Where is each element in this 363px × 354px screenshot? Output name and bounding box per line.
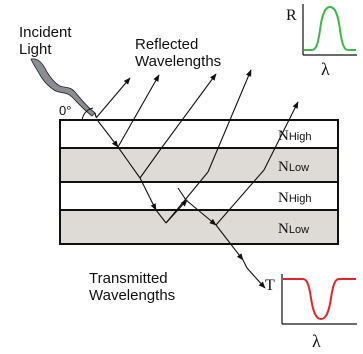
layer-index-subscript: Low [289, 162, 309, 174]
internal-ray [117, 146, 141, 179]
reflectance-curve [304, 5, 356, 51]
transmitted-label-line1: Transmitted [89, 270, 168, 287]
reflected-label-line2: Wavelengths [135, 53, 221, 70]
layer-index-label: NLow [278, 159, 309, 175]
layer-index-subscript: High [289, 193, 312, 205]
layer-index-symbol: N [278, 190, 289, 206]
transmittance-curve [283, 278, 356, 321]
layer-index-label: NHigh [278, 128, 311, 144]
incident-ray [94, 112, 97, 118]
layer-1-high [59, 119, 339, 149]
layer-4-low [59, 209, 339, 245]
reflected-ray [207, 69, 252, 173]
internal-ray [97, 120, 119, 148]
internal-ray [165, 171, 209, 224]
internal-ray [185, 199, 217, 226]
reflected-rays [95, 69, 299, 173]
incident-label-line1: Incident [19, 24, 72, 41]
incident-label-line2: Light [19, 41, 52, 58]
angle-arc [81, 107, 94, 121]
layer-index-subscript: Low [289, 224, 309, 236]
internal-ray [215, 169, 265, 226]
reflected-ray [95, 77, 131, 119]
internal-ray [177, 187, 187, 201]
transmitted-label-line2: Wavelengths [89, 287, 175, 304]
transmittance-inset: T λ [265, 274, 357, 351]
layer-3-high [59, 181, 339, 211]
angle-label: 0° [59, 103, 71, 118]
layer-index-label: NHigh [278, 190, 311, 206]
incident-light-wave-icon [30, 58, 96, 117]
reflected-ray [117, 74, 160, 148]
internal-ray [139, 177, 157, 211]
layer-index-symbol: N [278, 159, 289, 175]
layer-index-subscript: High [289, 131, 312, 143]
reflected-ray [159, 73, 217, 151]
reflected-label-line1: Reflected [135, 36, 198, 53]
reflected-ray [263, 101, 299, 171]
layer-index-symbol: N [278, 128, 289, 144]
layer-index-label: NLow [278, 221, 309, 237]
transmitted-ray [246, 267, 266, 289]
layer-2-low [59, 147, 339, 183]
transmittance-ylabel: T [265, 277, 275, 294]
layer-index-symbol: N [278, 221, 289, 237]
internal-ray [139, 149, 161, 179]
reflectance-inset: R λ [286, 4, 357, 79]
reflectance-ylabel: R [286, 7, 297, 24]
internal-ray [242, 259, 248, 269]
internal-ray [155, 209, 167, 224]
internal-ray [215, 224, 244, 261]
internal-rays [97, 120, 265, 269]
reflectance-xlabel: λ [321, 59, 330, 79]
transmittance-xlabel: λ [312, 331, 321, 351]
